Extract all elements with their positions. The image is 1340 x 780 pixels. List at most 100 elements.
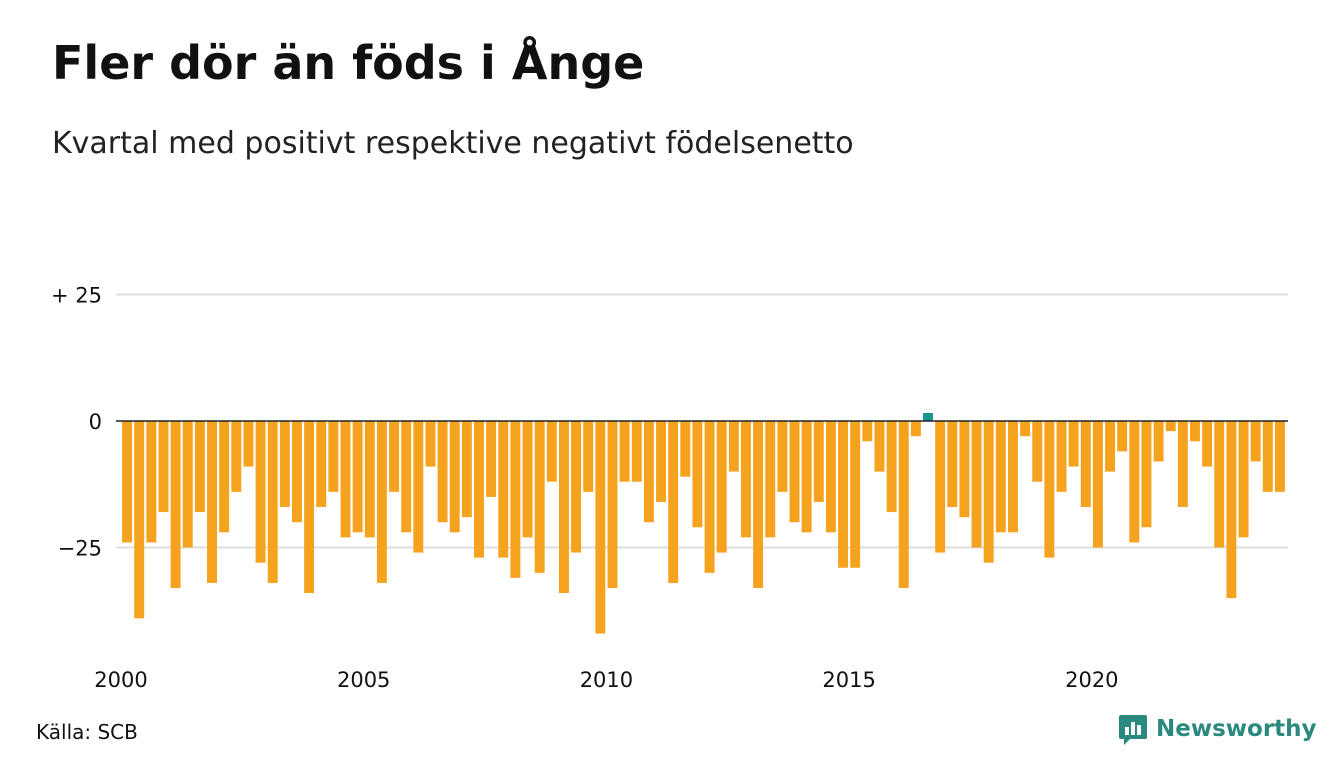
bar: 2019 Q3: -9 (1068, 421, 1079, 467)
bar: 2005 Q4: -22 (401, 421, 412, 533)
bar: 2016 Q4: -26 (935, 421, 946, 553)
bar: 2003 Q1: -32 (267, 421, 278, 583)
bar: 2003 Q2: -17 (279, 421, 290, 508)
bar: 2021 Q1: -21 (1141, 421, 1152, 528)
bar: 2023 Q4: -14 (1274, 421, 1285, 492)
bar: 2011 Q4: -21 (692, 421, 703, 528)
bar: 2022 Q1: -4 (1190, 421, 1200, 442)
bar: 2013 Q1: -33 (753, 421, 764, 588)
bar: 2012 Q1: -30 (704, 421, 715, 573)
bar: 2001 Q1: -33 (170, 421, 181, 588)
bar: 2002 Q3: -9 (243, 421, 254, 467)
bar: 2001 Q3: -18 (194, 421, 205, 513)
bar: 2003 Q3: -20 (292, 421, 302, 523)
bar: 2000 Q3: -24 (146, 421, 157, 543)
bar: 2008 Q2: -23 (522, 421, 533, 538)
bar: 2021 Q2: -8 (1153, 421, 1164, 462)
bar: 2014 Q1: -22 (801, 421, 812, 533)
x-tick-label: 2005 (337, 668, 390, 692)
bar: 2004 Q1: -17 (316, 421, 327, 508)
bar: 2020 Q2: -10 (1105, 421, 1116, 472)
x-tick-label: 2020 (1065, 668, 1118, 692)
bar: 2014 Q3: -22 (825, 421, 836, 533)
bar: 2016 Q1: -33 (898, 421, 909, 588)
y-tick-label: −25 (58, 537, 102, 561)
newsworthy-logo-icon (1119, 715, 1147, 745)
bar: 2019 Q4: -17 (1080, 421, 1091, 508)
bar: 2013 Q3: -14 (777, 421, 788, 492)
bar: 2009 Q1: -34 (558, 421, 569, 594)
bar: 2011 Q1: -16 (656, 421, 666, 502)
bar: 2010 Q4: -20 (643, 421, 654, 523)
x-tick-label: 2010 (580, 668, 633, 692)
x-tick-label: 2000 (94, 668, 147, 692)
bar: 2000 Q4: -18 (158, 421, 169, 513)
bar: 2002 Q2: -14 (231, 421, 242, 492)
bar: 2014 Q2: -16 (813, 421, 824, 502)
bar: 2011 Q2: -32 (668, 421, 679, 583)
bar: 2009 Q3: -14 (583, 421, 594, 492)
bar: 2020 Q4: -24 (1129, 421, 1140, 543)
bar: 2002 Q1: -22 (219, 421, 230, 533)
bar: 2023 Q1: -23 (1238, 421, 1249, 538)
bar: 2006 Q1: -26 (413, 421, 424, 553)
bar: 2017 Q4: -28 (983, 421, 994, 563)
bar: 2007 Q1: -19 (461, 421, 472, 518)
bar: 2017 Q3: -25 (971, 421, 982, 548)
bar: 2007 Q3: -15 (486, 421, 497, 497)
bar: 2017 Q2: -19 (959, 421, 970, 518)
bar: 2008 Q1: -31 (510, 421, 521, 578)
bar: 2020 Q1: -25 (1092, 421, 1103, 548)
bar: 2002 Q4: -28 (255, 421, 266, 563)
bar: 2004 Q2: -14 (328, 421, 339, 492)
y-tick-label: + 25 (51, 284, 102, 308)
bar: 2005 Q3: -14 (389, 421, 400, 492)
bar: 2010 Q3: -12 (631, 421, 642, 482)
bar: 2006 Q4: -22 (449, 421, 460, 533)
bar: 2022 Q4: -35 (1226, 421, 1237, 599)
bar: 2008 Q4: -12 (546, 421, 557, 482)
bar: 2014 Q4: -29 (838, 421, 849, 568)
source-note: Källa: SCB (36, 720, 138, 744)
bar: 2019 Q2: -14 (1056, 421, 1067, 492)
bar: 2010 Q1: -33 (607, 421, 618, 588)
bar: 2009 Q4: -42 (595, 421, 606, 634)
bar: 2018 Q4: -12 (1032, 421, 1043, 482)
bar: 2015 Q2: -4 (862, 421, 873, 442)
bar: 2017 Q1: -17 (947, 421, 958, 508)
bar: 2005 Q1: -23 (364, 421, 375, 538)
bar: 2008 Q3: -30 (534, 421, 545, 573)
bar: 2004 Q3: -23 (340, 421, 351, 538)
bar: 2018 Q1: -22 (995, 421, 1006, 533)
bar: 2007 Q2: -27 (474, 421, 484, 558)
bar: 2012 Q4: -23 (741, 421, 751, 538)
bar: 2018 Q2: -22 (1007, 421, 1018, 533)
bar: 2016 Q2: -3 (910, 421, 921, 437)
bar: 2001 Q2: -25 (182, 421, 193, 548)
bar: 2023 Q2: -8 (1250, 421, 1261, 462)
bar: 2005 Q2: -32 (376, 421, 387, 583)
brand-logo[interactable]: Newsworthy (1118, 712, 1317, 746)
bar: 2011 Q3: -11 (680, 421, 691, 477)
bar: 2012 Q2: -26 (716, 421, 727, 553)
bar: 2000 Q1: -24 (122, 421, 133, 543)
bar: 2006 Q3: -20 (437, 421, 448, 523)
x-tick-label: 2015 (822, 668, 875, 692)
brand-name: Newsworthy (1156, 716, 1317, 742)
bar: 2020 Q3: -6 (1117, 421, 1128, 452)
bar: 2021 Q4: -17 (1177, 421, 1188, 508)
bar: 2018 Q3: -3 (1020, 421, 1031, 437)
bar: 2001 Q4: -32 (207, 421, 217, 583)
y-tick-label: 0 (89, 410, 102, 434)
chart-subtitle: Kvartal med positivt respektive negativt… (52, 126, 854, 161)
bar: 2015 Q4: -18 (886, 421, 897, 513)
bar: 2015 Q1: -29 (850, 421, 861, 568)
bar: 2000 Q2: -39 (134, 421, 145, 619)
bar: 2006 Q2: -9 (425, 421, 436, 467)
bar: 2021 Q3: -2 (1165, 421, 1176, 432)
bar: 2016 Q3: 1 (923, 413, 933, 421)
bar: 2010 Q2: -12 (619, 421, 630, 482)
chart-title: Fler dör än föds i Ånge (52, 36, 645, 90)
bar: 2023 Q3: -14 (1262, 421, 1273, 492)
